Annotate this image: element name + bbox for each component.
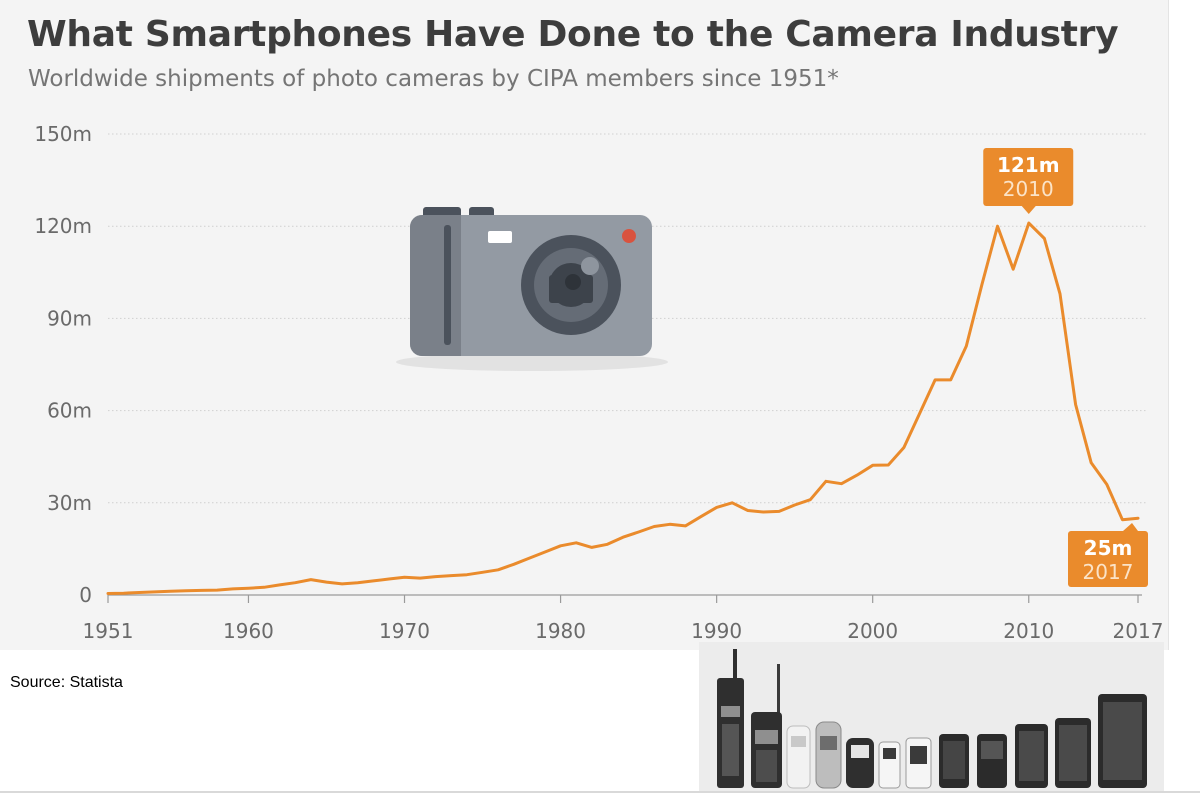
y-tick-label: 150m [34, 122, 92, 146]
panel-edge [1168, 0, 1169, 650]
data-label-year: 2010 [1003, 177, 1054, 201]
phones-illustration [699, 642, 1164, 791]
grey-phone-icon [815, 721, 842, 789]
x-tick-label: 2010 [1003, 619, 1054, 643]
callout-pointer [1123, 523, 1138, 531]
page-subtitle: Worldwide shipments of photo cameras by … [28, 66, 839, 92]
dark-phone-icon [846, 738, 874, 788]
x-tick-label: 1970 [379, 619, 430, 643]
callout-pointer [1021, 206, 1036, 214]
series-line [106, 221, 1140, 595]
axes: 0 30m 60m 90m 120m 150m 1951 1960 1970 1980 1990 20… [34, 122, 1163, 643]
white-phone-icon [786, 725, 811, 789]
data-label-value: 121m [997, 153, 1060, 177]
smartphone-icon [939, 734, 969, 788]
y-tick-label: 60m [47, 399, 92, 423]
tablet-phone-icon [1098, 694, 1147, 788]
y-tick-label: 120m [34, 214, 92, 238]
data-label-year: 2017 [1083, 560, 1134, 584]
data-label-value: 25m [1084, 536, 1133, 560]
brick-phone-icon [717, 649, 744, 788]
callout-box [983, 148, 1074, 206]
camera-icon [396, 207, 668, 371]
series-layer [106, 221, 1140, 595]
keyboard-phone-icon [977, 734, 1007, 788]
compact-phone-icon [878, 741, 901, 789]
phablet-icon [1055, 718, 1091, 788]
bottom-rule [0, 791, 1200, 793]
page-title: What Smartphones Have Done to the Camera… [27, 14, 1119, 55]
x-tick-label: 1990 [691, 619, 742, 643]
x-tick-label: 2000 [847, 619, 898, 643]
x-tick-label: 1980 [535, 619, 586, 643]
mobile-phones-evolution-icons [717, 649, 1147, 789]
x-tick-label: 1951 [83, 619, 134, 643]
y-tick-label: 0 [79, 583, 92, 607]
smartphone-large-icon [1015, 724, 1048, 788]
x-tick-label: 2017 [1113, 619, 1164, 643]
source-note: Source: Statista [10, 674, 123, 691]
callout-box [1068, 531, 1148, 587]
y-tick-label: 30m [47, 491, 92, 515]
x-tick-label: 1960 [223, 619, 274, 643]
line-chart: 0 30m 60m 90m 120m 150m 1951 1960 1970 1980 1990 20… [34, 122, 1163, 643]
y-tick-label: 90m [47, 306, 92, 330]
antenna-phone-icon [751, 664, 782, 788]
slider-phone-icon [905, 737, 932, 789]
